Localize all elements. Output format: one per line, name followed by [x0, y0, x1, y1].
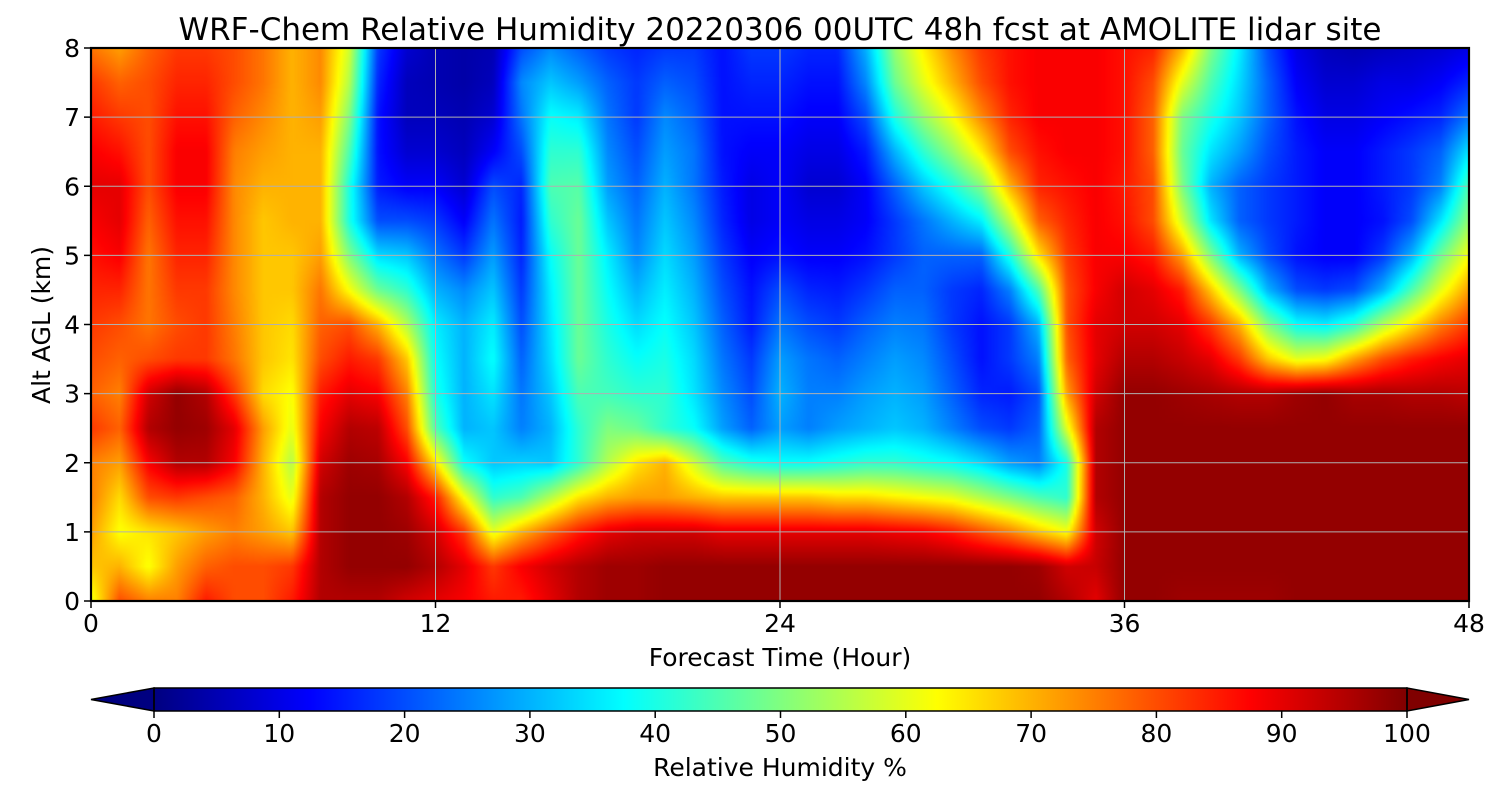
colorbar-extend-min [90, 687, 155, 712]
colorbar-tick-label: 100 [1383, 719, 1431, 748]
y-tick-label: 1 [64, 518, 80, 547]
plot-area [89, 46, 1471, 603]
grid-lines [91, 48, 1469, 601]
y-tick-label: 0 [64, 587, 80, 616]
y-tick-label: 7 [64, 103, 80, 132]
colorbar-tick-label: 20 [389, 719, 421, 748]
colorbar-tick-label: 90 [1266, 719, 1298, 748]
colorbar-gradient [154, 688, 1407, 711]
x-axis-label: Forecast Time (Hour) [649, 643, 912, 672]
colorbar-label: Relative Humidity % [653, 753, 907, 782]
x-tick-label: 48 [1453, 609, 1485, 638]
y-axis-label: Alt AGL (km) [27, 246, 56, 404]
colorbar-tick-label: 50 [765, 719, 797, 748]
colorbar-extend-max [1406, 687, 1470, 712]
colorbar-tick-label: 60 [890, 719, 922, 748]
colorbar-ticks: 0 10 20 30 40 50 60 70 80 90 100 [146, 711, 1431, 748]
x-tick-label: 0 [83, 609, 99, 638]
colorbar-tick-label: 0 [146, 719, 162, 748]
y-tick-label: 2 [64, 449, 80, 478]
x-axis: 0 12 24 36 48 [83, 601, 1485, 638]
y-tick-label: 4 [64, 311, 80, 340]
colorbar-tick-label: 30 [514, 719, 546, 748]
colorbar-tick-label: 40 [639, 719, 671, 748]
colorbar: 0 10 20 30 40 50 60 70 80 90 100 Relative Humidity… [90, 687, 1470, 782]
colorbar-tick-label: 10 [263, 719, 295, 748]
y-axis: 0 1 2 3 4 5 6 7 8 [64, 34, 91, 616]
x-tick-label: 12 [420, 609, 452, 638]
y-tick-label: 6 [64, 172, 80, 201]
colorbar-tick-label: 80 [1140, 719, 1172, 748]
y-tick-label: 3 [64, 380, 80, 409]
chart-title: WRF-Chem Relative Humidity 20220306 00UT… [178, 12, 1381, 48]
x-tick-label: 24 [764, 609, 796, 638]
colorbar-tick-label: 70 [1015, 719, 1047, 748]
y-tick-label: 8 [64, 34, 80, 63]
y-tick-label: 5 [64, 241, 80, 270]
x-tick-label: 36 [1109, 609, 1141, 638]
